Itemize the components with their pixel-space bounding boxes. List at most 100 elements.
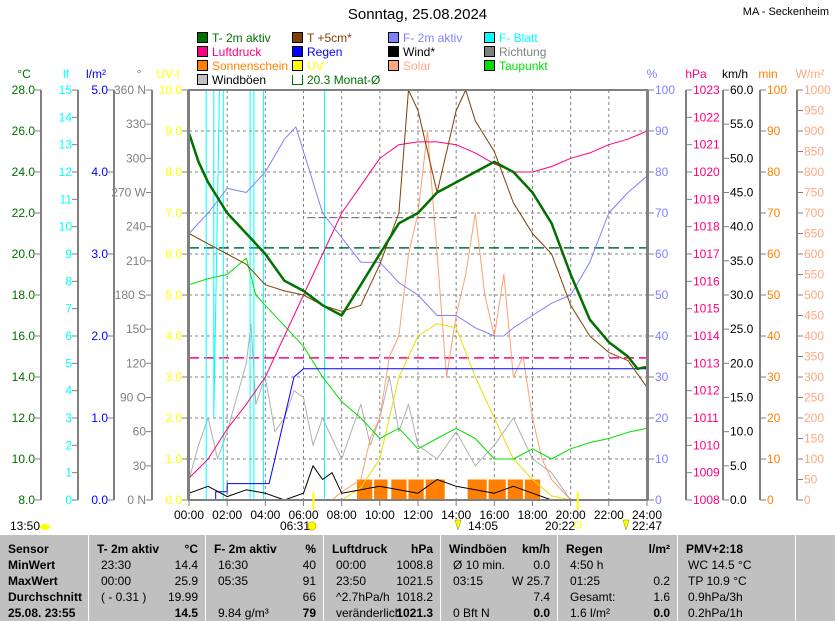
event-label: 22:47 bbox=[632, 519, 662, 533]
axis-tick-label: 80 bbox=[767, 165, 781, 179]
axis-tick-label: 14 bbox=[59, 110, 73, 124]
x-tick-label: 06:00 bbox=[288, 508, 318, 522]
axis-tick-label: 100 bbox=[767, 83, 787, 97]
axis-tick-label: 150 bbox=[126, 322, 146, 336]
row-label: 25.08. 23:55 bbox=[8, 606, 76, 620]
legend-swatch-icon bbox=[484, 32, 495, 43]
column-unit: °C bbox=[184, 542, 198, 556]
legend-swatch-icon bbox=[484, 60, 495, 71]
legend-item: Windböen bbox=[197, 74, 266, 87]
axis-tick-label: 300 bbox=[804, 370, 824, 384]
axis-unit-sun: min bbox=[758, 67, 777, 81]
axis-tick-label: 1023 bbox=[693, 83, 720, 97]
axis-tick-label: 20 bbox=[767, 411, 781, 425]
axis-tick-label: 1009 bbox=[693, 466, 720, 480]
axis-tick-label: 5.0 bbox=[730, 459, 747, 473]
x-tick-label: 04:00 bbox=[250, 508, 280, 522]
axis-tick-label: 30.0 bbox=[730, 288, 754, 302]
sunrise-icon bbox=[307, 521, 317, 531]
axis-tick-label: 9 bbox=[65, 247, 72, 261]
column-header: F- 2m aktiv bbox=[214, 542, 277, 556]
cell-label: 03:15 bbox=[453, 574, 484, 588]
axis-tick-label: 60 bbox=[767, 247, 781, 261]
axis-tick-label: 5.0 bbox=[91, 83, 108, 97]
axis-tick-label: 4.0 bbox=[91, 165, 108, 179]
x-tick-label: 12:00 bbox=[403, 508, 433, 522]
axis-tick-label: 70 bbox=[655, 206, 669, 220]
x-tick-label: 08:00 bbox=[327, 508, 357, 522]
sunshine-bar bbox=[374, 479, 388, 500]
legend-swatch-icon bbox=[388, 46, 399, 57]
column-unit: % bbox=[305, 542, 316, 556]
legend-item: Wind* bbox=[388, 46, 435, 59]
series-luftdruck bbox=[188, 130, 648, 479]
axis-tick-label: 10.0 bbox=[730, 425, 754, 439]
x-tick-label: 00:00 bbox=[174, 508, 204, 522]
axis-tick-label: 9.0 bbox=[165, 124, 182, 138]
legend-label: Solar bbox=[403, 59, 432, 73]
cell-label: ^2.7hPa/h bbox=[336, 590, 390, 604]
axis-unit-hum: % bbox=[647, 67, 658, 81]
axis-tick-label: 90 O bbox=[120, 391, 146, 405]
table-column: T- 2m aktiv °C 23:30 14.4 00:00 25.9 ( - 0.31 … bbox=[88, 535, 206, 621]
cell-value: 79 bbox=[302, 606, 316, 620]
axis-tick-label: 2 bbox=[65, 438, 72, 452]
axis-tick-label: 4.0 bbox=[165, 329, 182, 343]
x-tick-label: 14:00 bbox=[441, 508, 471, 522]
axis-tick-label: 600 bbox=[804, 247, 824, 261]
moonrise-icon bbox=[622, 519, 630, 531]
legend-swatch-icon bbox=[292, 46, 303, 57]
series-t-5cm bbox=[188, 89, 648, 388]
axis-tick-label: 1000 bbox=[804, 83, 831, 97]
axis-tick-label: 1.0 bbox=[91, 411, 108, 425]
axis-tick-label: 3 bbox=[65, 411, 72, 425]
weather-chart: °C28.026.024.022.020.018.016.014.012.010… bbox=[10, 67, 831, 533]
axis-tick-label: 45.0 bbox=[730, 186, 754, 200]
axis-tick-label: 1018 bbox=[693, 220, 720, 234]
axis-tick-label: 10.0 bbox=[159, 83, 183, 97]
cell-label: 01:25 bbox=[570, 574, 601, 588]
axis-tick-label: 14.0 bbox=[12, 370, 36, 384]
sunshine-bar bbox=[408, 479, 424, 500]
cell-label: 0.9hPa/3h bbox=[688, 590, 743, 604]
axis-tick-label: 3.0 bbox=[91, 247, 108, 261]
axis-tick-label: 1.0 bbox=[165, 452, 182, 466]
legend-label: Richtung bbox=[499, 45, 547, 59]
column-unit: hPa bbox=[410, 542, 433, 556]
stats-table: Sensor MinWert MaxWert Durchschnitt 25.08. 2… bbox=[0, 534, 835, 621]
cell-label: 05:35 bbox=[218, 574, 249, 588]
cell-label: Ø 10 min. bbox=[453, 558, 506, 572]
axis-tick-label: 18.0 bbox=[12, 288, 36, 302]
legend-swatch-icon bbox=[197, 46, 208, 57]
axis-tick-label: 10 bbox=[767, 452, 781, 466]
event-label: 20:22 bbox=[545, 519, 575, 533]
axis-tick-label: 35.0 bbox=[730, 254, 754, 268]
legend-swatch-icon bbox=[484, 46, 495, 57]
axis-tick-label: 90 bbox=[655, 124, 669, 138]
axis-tick-label: 500 bbox=[804, 288, 824, 302]
axis-tick-label: 6 bbox=[65, 329, 72, 343]
cell-label: veränderlich bbox=[336, 606, 402, 620]
moon-phase-icon bbox=[454, 519, 462, 531]
x-tick-label: 16:00 bbox=[479, 508, 509, 522]
axis-tick-label: 180 S bbox=[115, 288, 146, 302]
legend-item: 20.3 Monat-Ø bbox=[292, 74, 380, 87]
axis-tick-label: 50.0 bbox=[730, 151, 754, 165]
axis-unit-wind: km/h bbox=[722, 67, 748, 81]
axis-tick-label: 0.0 bbox=[91, 493, 108, 507]
legend-swatch-icon bbox=[292, 60, 303, 71]
sunshine-bar bbox=[524, 479, 541, 500]
axis-tick-label: 950 bbox=[804, 104, 824, 118]
column-header: Regen bbox=[566, 542, 603, 556]
cell-label: 4:50 h bbox=[570, 558, 604, 572]
axis-tick-label: 8.0 bbox=[165, 165, 182, 179]
axis-tick-label: 1016 bbox=[693, 274, 720, 288]
axis-tick-label: 15 bbox=[59, 83, 73, 97]
axis-tick-label: 5 bbox=[65, 356, 72, 370]
row-label: MinWert bbox=[8, 558, 56, 572]
axis-tick-label: 4 bbox=[65, 384, 72, 398]
cell-label: 0 Bft N bbox=[453, 606, 490, 620]
axis-tick-label: 3.0 bbox=[165, 370, 182, 384]
sunshine-bar bbox=[507, 479, 523, 500]
axis-tick-label: 0.0 bbox=[165, 493, 182, 507]
